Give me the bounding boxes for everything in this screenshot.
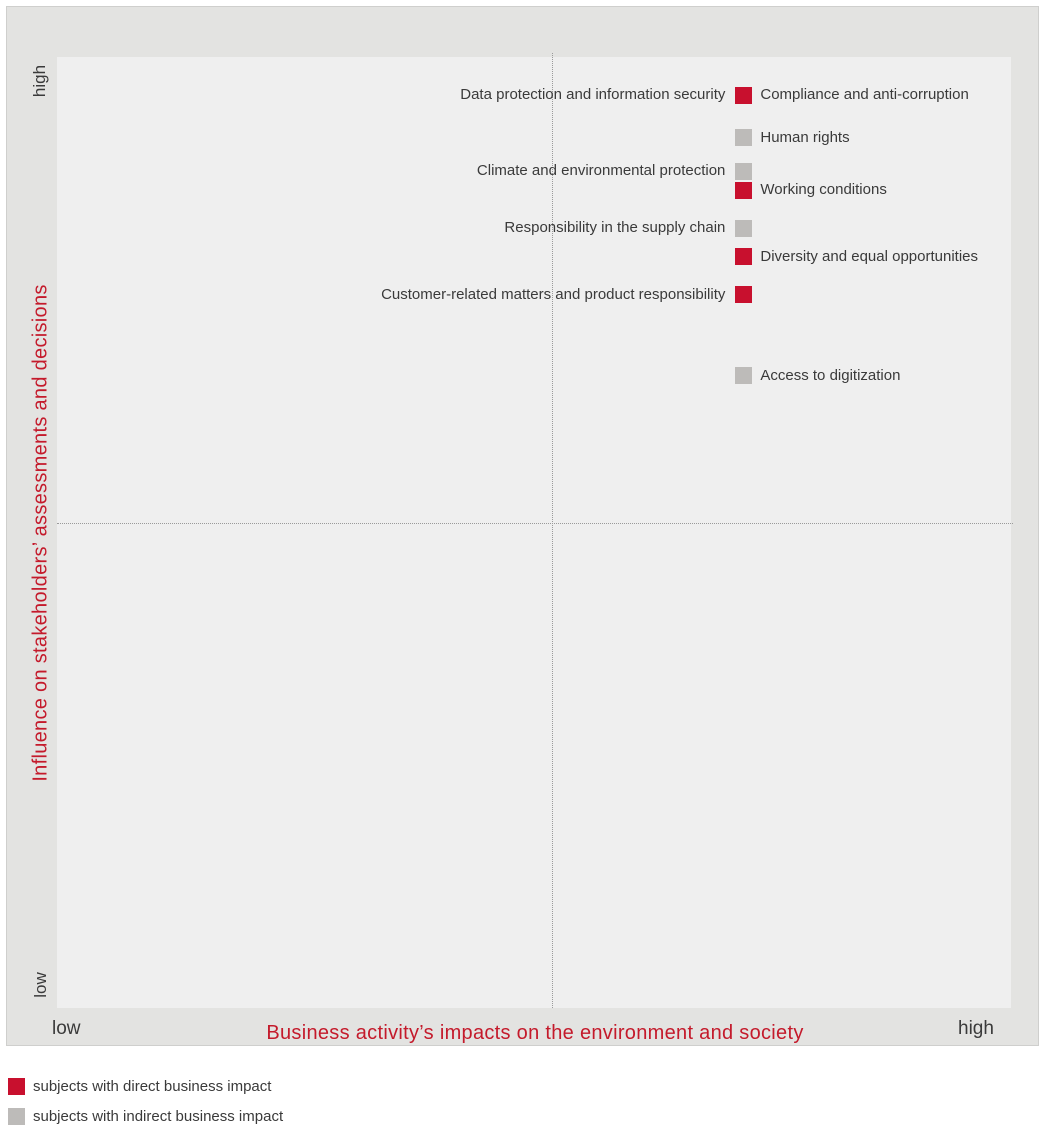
horizontal-midline bbox=[57, 523, 1013, 524]
legend-swatch-indirect bbox=[8, 1107, 25, 1125]
point-label: Customer-related matters and product res… bbox=[381, 285, 726, 303]
data-point bbox=[735, 162, 753, 180]
legend-item-direct: subjects with direct business impact bbox=[8, 1077, 271, 1095]
legend-swatch-direct bbox=[8, 1077, 25, 1095]
data-point bbox=[735, 248, 753, 266]
x-tick-low: low bbox=[52, 1018, 81, 1039]
point-label: Human rights bbox=[760, 128, 850, 146]
x-axis-label: Business activity’s impacts on the envir… bbox=[266, 1022, 804, 1044]
point-label: Working conditions bbox=[760, 181, 887, 199]
point-label: Data protection and information security bbox=[460, 86, 726, 104]
plot-area bbox=[57, 57, 1011, 1008]
legend-item-indirect: subjects with indirect business impact bbox=[8, 1107, 283, 1125]
data-point bbox=[735, 181, 753, 199]
y-tick-high: high bbox=[30, 64, 50, 98]
data-point bbox=[735, 129, 753, 147]
data-point bbox=[735, 86, 753, 104]
chart-frame: Data protection and information security… bbox=[6, 6, 1039, 1046]
point-label: Access to digitization bbox=[760, 366, 901, 384]
point-label: Responsibility in the supply chain bbox=[504, 219, 726, 237]
y-tick-low: low bbox=[30, 972, 50, 998]
data-point bbox=[735, 286, 753, 304]
point-label: Compliance and anti-corruption bbox=[760, 86, 969, 104]
vertical-midline bbox=[552, 53, 553, 1008]
point-label: Diversity and equal opportunities bbox=[760, 247, 978, 265]
point-label: Climate and environmental protection bbox=[476, 162, 726, 180]
x-tick-high: high bbox=[958, 1018, 994, 1039]
y-axis-label: Influence on stakeholders’ assessments a… bbox=[29, 284, 52, 782]
data-point bbox=[735, 219, 753, 237]
legend-label-indirect: subjects with indirect business impact bbox=[33, 1107, 284, 1125]
legend-label-direct: subjects with direct business impact bbox=[33, 1077, 272, 1095]
data-point bbox=[735, 367, 753, 385]
